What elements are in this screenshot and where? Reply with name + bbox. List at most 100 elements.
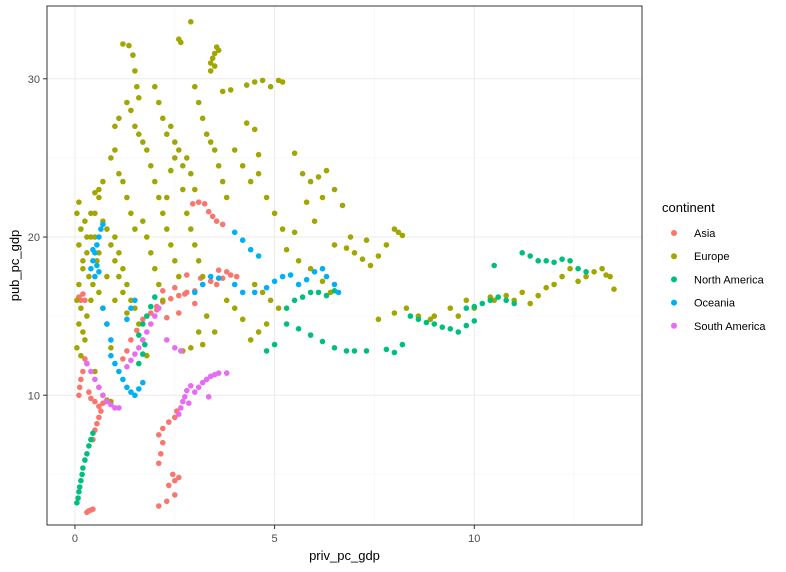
data-point: [527, 253, 533, 259]
data-point: [74, 210, 80, 217]
data-point: [88, 368, 94, 375]
data-point: [164, 194, 170, 201]
data-point: [96, 414, 102, 421]
data-point: [291, 229, 298, 236]
data-point: [80, 329, 86, 335]
data-point: [96, 269, 102, 275]
data-point: [92, 273, 98, 280]
data-point: [160, 115, 166, 122]
data-point: [112, 123, 118, 130]
data-point: [279, 273, 286, 280]
data-point: [172, 477, 178, 484]
data-point: [124, 384, 130, 391]
data-point: [259, 289, 266, 296]
data-point: [503, 292, 510, 299]
data-point: [559, 273, 565, 280]
data-point: [112, 297, 118, 304]
data-point: [447, 326, 454, 332]
data-point: [184, 210, 190, 217]
data-points: [74, 19, 617, 516]
data-point: [124, 194, 130, 201]
data-point: [251, 289, 258, 296]
data-point: [112, 360, 118, 367]
data-point: [271, 341, 278, 348]
data-point: [96, 234, 102, 240]
data-point: [156, 305, 162, 312]
series-europe: [74, 19, 617, 405]
data-point: [439, 324, 446, 331]
y-axis-title: pub_pc_gdp: [7, 230, 22, 302]
data-point: [283, 305, 290, 312]
data-point: [130, 52, 136, 58]
data-point: [495, 294, 502, 300]
data-point: [96, 186, 102, 193]
data-point: [575, 278, 581, 285]
data-point: [88, 210, 94, 217]
data-point: [148, 163, 154, 169]
data-point: [128, 107, 134, 114]
data-point: [315, 174, 322, 180]
data-point: [84, 250, 90, 256]
data-point: [319, 194, 326, 201]
data-point: [343, 348, 350, 354]
data-point: [76, 242, 82, 248]
data-point: [172, 414, 178, 421]
data-point: [188, 345, 194, 351]
data-point: [140, 316, 146, 323]
series-south-america: [84, 305, 230, 418]
data-point: [455, 313, 462, 319]
data-point: [108, 345, 114, 351]
data-point: [108, 401, 114, 408]
data-point: [126, 42, 132, 49]
data-point: [192, 389, 198, 395]
data-point: [543, 284, 549, 291]
data-point: [168, 242, 174, 248]
data-point: [271, 210, 278, 217]
data-point: [112, 405, 118, 411]
data-point: [567, 258, 573, 264]
data-point: [295, 326, 302, 332]
data-point: [124, 316, 130, 323]
data-point: [160, 297, 166, 304]
data-point: [307, 265, 314, 272]
data-point: [116, 405, 122, 411]
data-point: [120, 376, 126, 383]
data-point: [112, 258, 118, 264]
data-point: [239, 237, 246, 243]
data-point: [168, 295, 174, 302]
data-point: [108, 155, 114, 161]
data-point: [233, 273, 240, 280]
data-point: [152, 265, 158, 272]
data-point: [144, 147, 150, 153]
data-point: [403, 305, 410, 312]
x-axis-title: priv_pc_gdp: [309, 548, 380, 563]
data-point: [74, 297, 80, 304]
legend-key: [671, 322, 677, 329]
data-point: [519, 250, 525, 256]
data-point: [144, 329, 150, 335]
data-point: [223, 269, 230, 275]
data-point: [98, 226, 104, 232]
legend-label: North America: [694, 274, 765, 286]
data-point: [192, 242, 198, 248]
data-point: [207, 139, 214, 145]
data-point: [80, 265, 86, 272]
data-point: [251, 281, 258, 288]
data-point: [80, 465, 86, 471]
data-point: [219, 88, 226, 95]
data-point: [120, 356, 126, 362]
data-point: [82, 356, 88, 362]
data-point: [199, 273, 206, 280]
data-point: [599, 265, 605, 272]
data-point: [166, 419, 172, 425]
x-tick-label: 5: [272, 533, 278, 545]
data-point: [132, 226, 138, 232]
data-point: [487, 297, 494, 304]
data-point: [331, 281, 338, 288]
data-point: [92, 210, 98, 217]
series-oceania: [88, 221, 342, 399]
data-point: [227, 272, 234, 278]
data-point: [116, 273, 122, 280]
legend-title: continent: [662, 200, 715, 215]
